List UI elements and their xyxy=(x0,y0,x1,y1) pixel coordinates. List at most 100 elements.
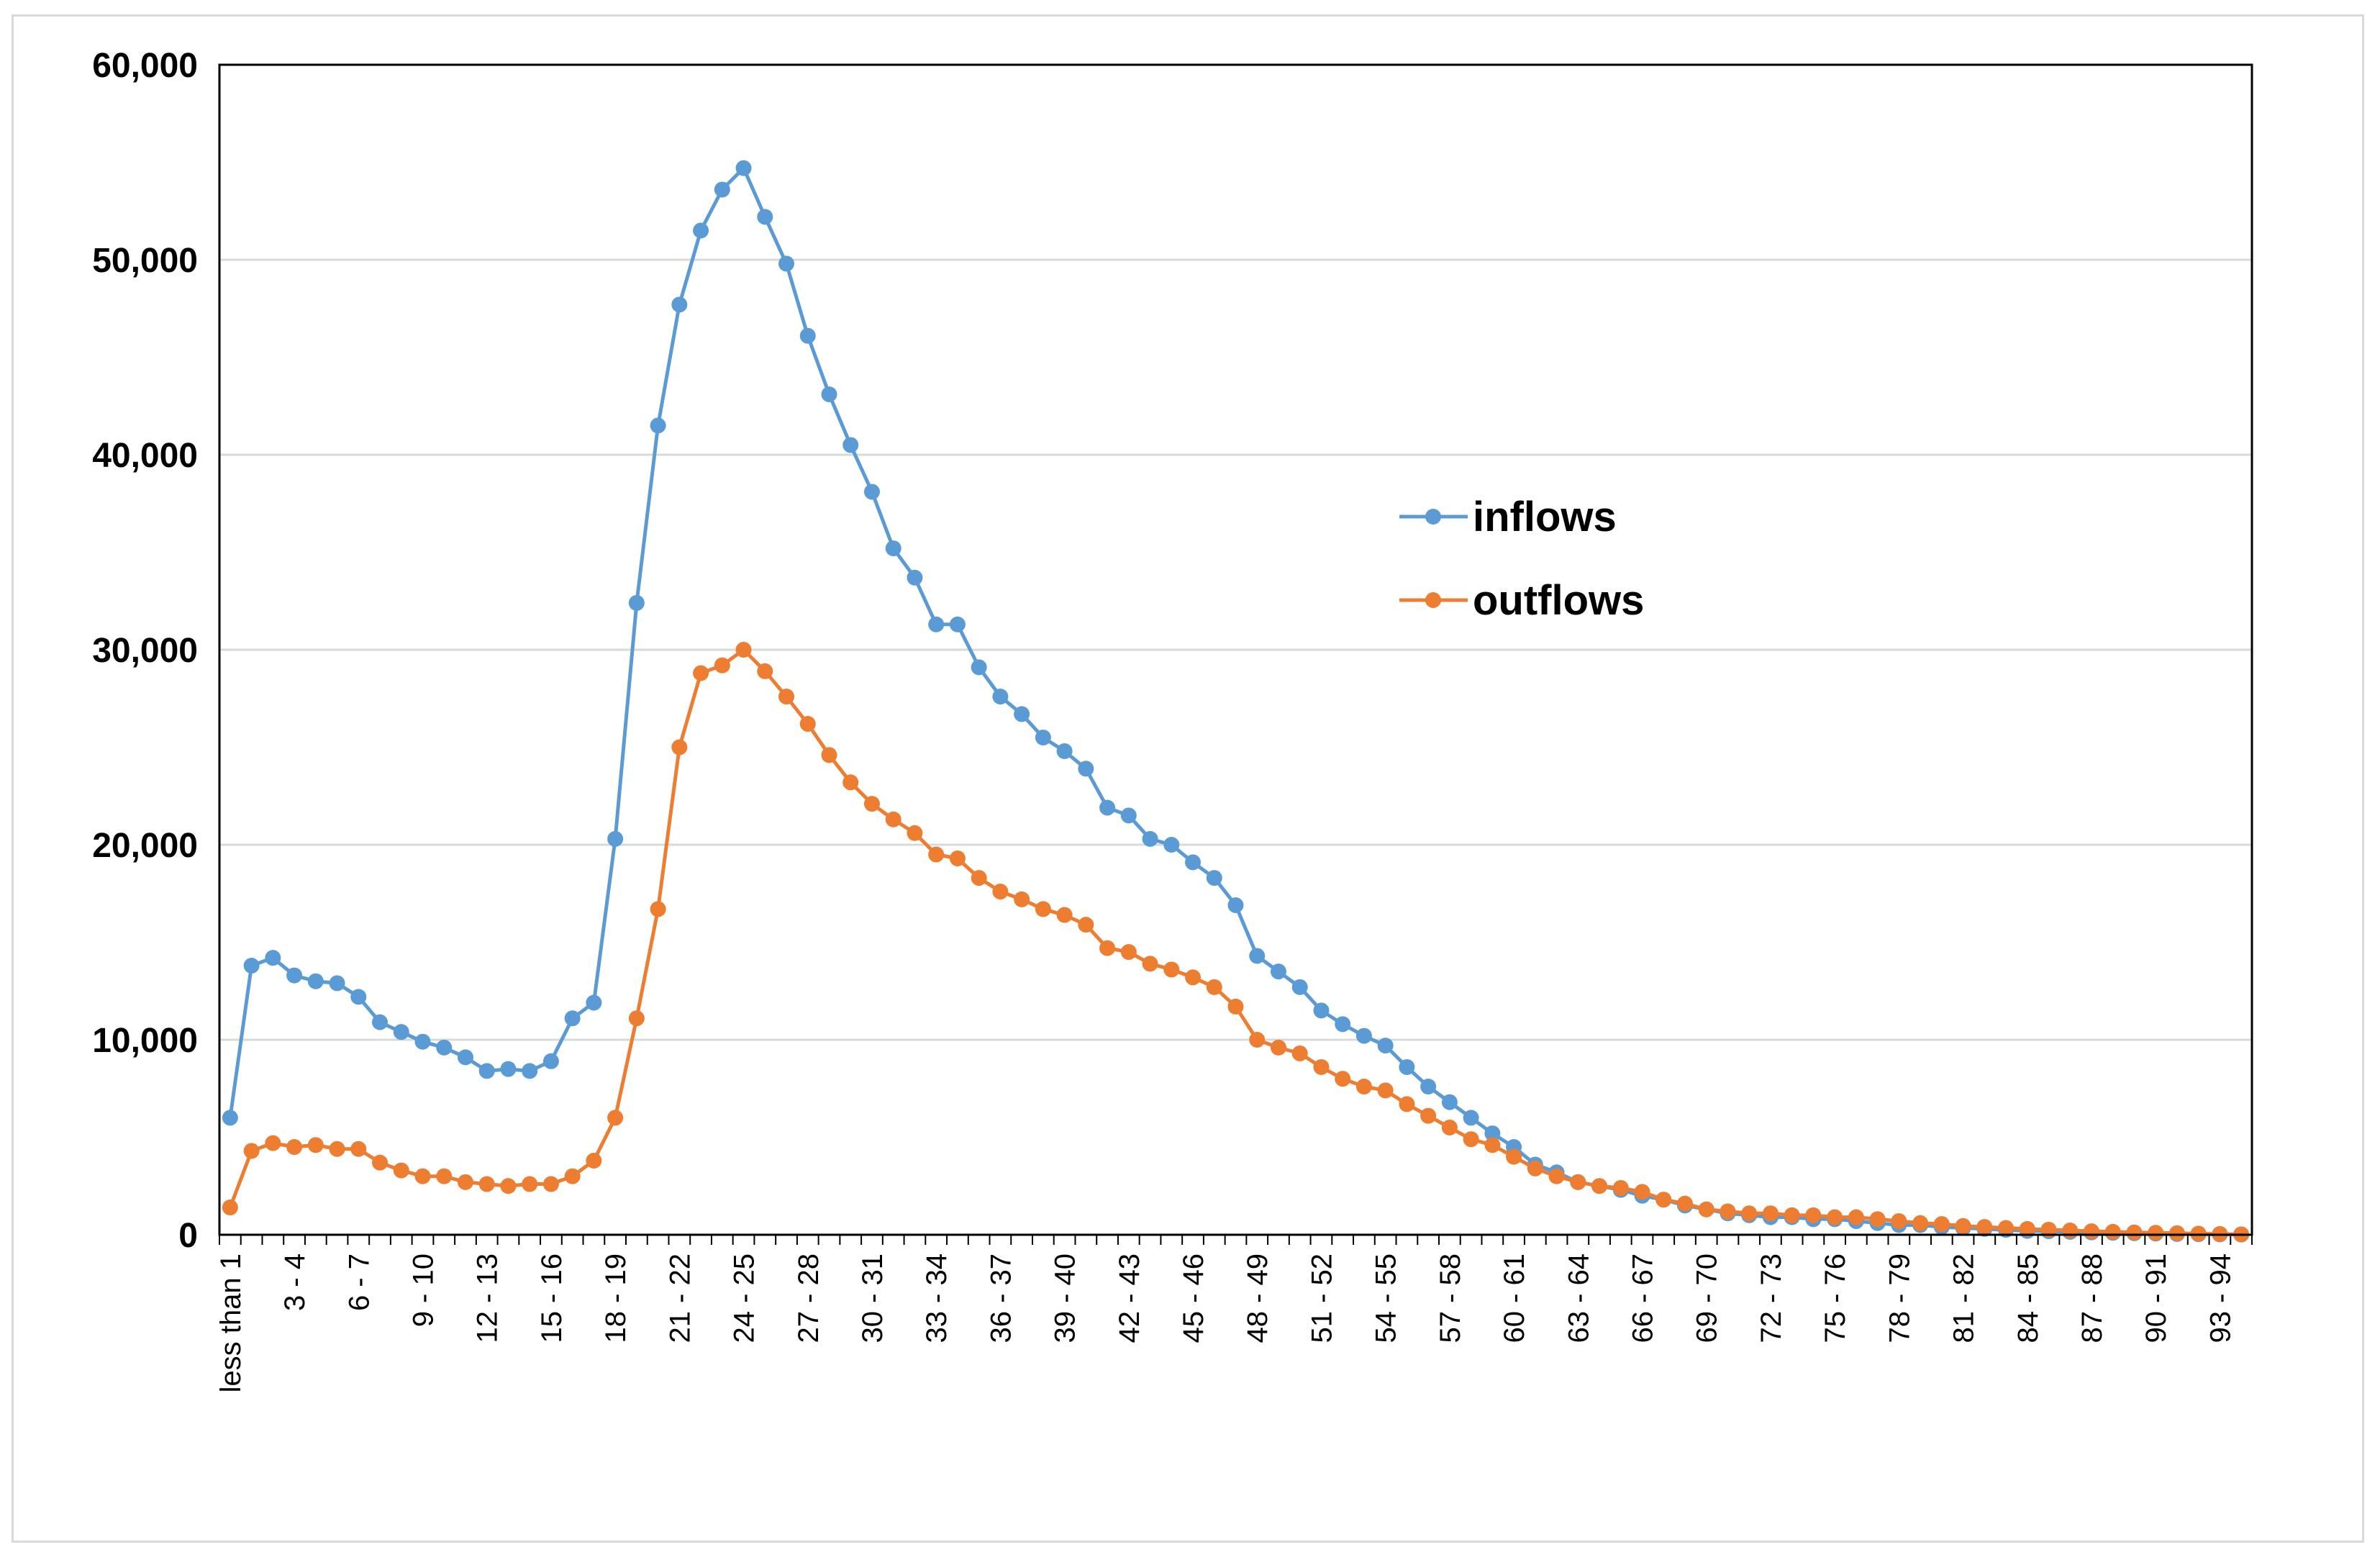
y-tick-label: 10,000 xyxy=(92,1022,198,1060)
data-point-inflows xyxy=(500,1061,517,1077)
data-point-inflows xyxy=(671,296,688,313)
data-point-inflows xyxy=(564,1010,581,1027)
x-tick-label: 90 - 91 xyxy=(2140,1253,2172,1343)
data-point-outflows xyxy=(971,870,987,886)
x-tick-label: 69 - 70 xyxy=(1691,1253,1723,1343)
data-point-outflows xyxy=(1335,1071,1351,1087)
data-point-outflows xyxy=(1506,1148,1522,1165)
data-point-outflows xyxy=(949,850,966,866)
x-tick-label: less than 1 xyxy=(215,1253,247,1392)
x-tick-label: 24 - 25 xyxy=(729,1253,760,1343)
data-point-inflows xyxy=(1056,743,1073,759)
x-tick-label: 21 - 22 xyxy=(664,1253,696,1343)
data-point-outflows xyxy=(2126,1224,2143,1241)
data-point-inflows xyxy=(693,222,709,239)
y-tick-label: 20,000 xyxy=(92,827,198,865)
data-point-outflows xyxy=(243,1143,260,1159)
data-point-inflows xyxy=(1441,1094,1458,1110)
data-point-outflows xyxy=(1120,944,1137,961)
data-point-outflows xyxy=(714,657,730,674)
data-point-outflows xyxy=(1762,1205,1779,1222)
data-point-inflows xyxy=(821,386,837,402)
data-point-outflows xyxy=(522,1176,538,1192)
x-tick-label: 39 - 40 xyxy=(1050,1253,1081,1343)
legend-marker xyxy=(1425,592,1441,608)
data-point-inflows xyxy=(650,417,666,434)
y-tick-label: 30,000 xyxy=(92,632,198,670)
data-point-inflows xyxy=(1185,854,1202,871)
data-point-inflows xyxy=(1163,837,1180,853)
data-point-inflows xyxy=(1291,979,1308,995)
data-point-outflows xyxy=(414,1168,431,1184)
data-point-outflows xyxy=(735,642,752,658)
data-point-inflows xyxy=(478,1063,495,1079)
data-point-inflows xyxy=(1014,706,1030,722)
data-point-inflows xyxy=(628,594,645,611)
y-tick-label: 60,000 xyxy=(92,47,198,85)
data-point-outflows xyxy=(778,689,795,705)
data-point-outflows xyxy=(1912,1215,1929,1231)
data-point-outflows xyxy=(350,1140,367,1157)
legend-label: outflows xyxy=(1473,577,1644,624)
data-point-inflows xyxy=(286,967,303,984)
data-point-outflows xyxy=(2062,1223,2079,1239)
data-point-inflows xyxy=(243,958,260,974)
data-point-outflows xyxy=(2040,1221,2057,1238)
data-point-inflows xyxy=(1078,761,1094,777)
x-tick-label: 45 - 46 xyxy=(1178,1253,1209,1343)
data-point-outflows xyxy=(1014,891,1030,907)
data-point-outflows xyxy=(1976,1219,1993,1235)
legend-item-inflows: inflows xyxy=(1399,494,1617,540)
data-point-outflows xyxy=(799,715,816,732)
data-point-inflows xyxy=(907,569,923,586)
x-tick-label: 84 - 85 xyxy=(2012,1253,2044,1343)
data-point-inflows xyxy=(1227,897,1244,914)
data-point-inflows xyxy=(1206,870,1222,886)
x-tick-label: 57 - 58 xyxy=(1435,1253,1466,1343)
data-point-outflows xyxy=(1634,1184,1650,1200)
legend-item-outflows: outflows xyxy=(1399,577,1644,624)
y-axis-tick-labels: 0 10,000 20,000 30,000 40,000 50,000 60,000 xyxy=(92,47,198,1255)
data-point-inflows xyxy=(778,255,795,272)
data-point-outflows xyxy=(1720,1203,1736,1220)
data-point-outflows xyxy=(329,1140,345,1157)
x-tick-label: 93 - 94 xyxy=(2204,1253,2236,1343)
data-point-outflows xyxy=(885,811,901,827)
data-point-outflows xyxy=(607,1110,624,1126)
data-point-inflows xyxy=(436,1039,453,1056)
data-point-inflows xyxy=(971,659,987,676)
x-axis-tick-labels: less than 1 3 - 4 6 - 7 9 - 10 12 - 13 15 - 1… xyxy=(215,1235,2253,1392)
data-point-outflows xyxy=(478,1176,495,1192)
data-point-outflows xyxy=(222,1200,238,1216)
data-point-inflows xyxy=(1120,807,1137,824)
data-point-outflows xyxy=(2083,1223,2099,1240)
data-point-outflows xyxy=(564,1168,581,1184)
data-point-outflows xyxy=(1420,1107,1437,1124)
x-tick-label: 48 - 49 xyxy=(1242,1253,1273,1343)
data-point-outflows xyxy=(542,1176,559,1192)
data-point-inflows xyxy=(1099,799,1116,816)
data-point-outflows xyxy=(1441,1119,1458,1135)
data-point-outflows xyxy=(1399,1096,1415,1112)
series-inflows xyxy=(222,160,2250,1243)
data-point-outflows xyxy=(1933,1216,1950,1233)
x-tick-label: 6 - 7 xyxy=(343,1253,375,1311)
data-point-inflows xyxy=(1484,1125,1501,1142)
data-point-outflows xyxy=(1612,1179,1629,1196)
data-point-inflows xyxy=(842,437,859,453)
data-point-inflows xyxy=(1399,1058,1415,1075)
data-point-outflows xyxy=(650,901,666,917)
data-point-inflows xyxy=(350,989,367,1005)
data-point-outflows xyxy=(2190,1225,2207,1242)
data-point-inflows xyxy=(586,994,602,1011)
data-point-outflows xyxy=(1698,1201,1714,1217)
data-point-outflows xyxy=(1548,1168,1565,1184)
data-point-inflows xyxy=(1270,963,1286,980)
data-point-outflows xyxy=(1741,1205,1758,1222)
data-point-outflows xyxy=(1078,917,1094,933)
data-point-outflows xyxy=(907,825,923,841)
data-point-inflows xyxy=(992,689,1009,705)
x-tick-label: 12 - 13 xyxy=(472,1253,504,1343)
data-point-inflows xyxy=(735,160,752,176)
data-point-inflows xyxy=(799,327,816,344)
